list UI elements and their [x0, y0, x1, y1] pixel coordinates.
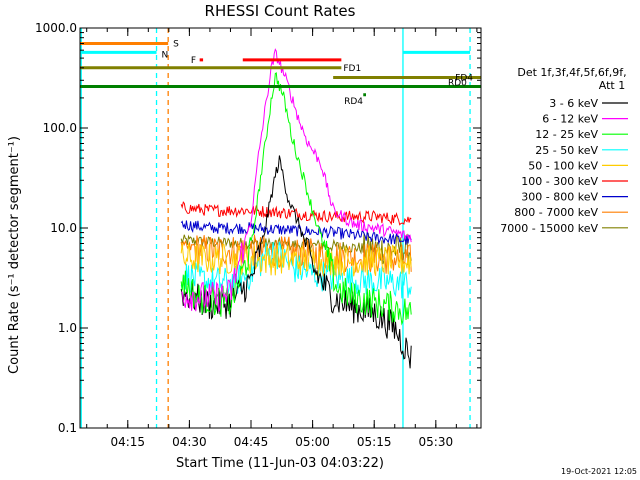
legend-label-5: 100 - 300 keV — [521, 175, 598, 188]
legend-label-3: 25 - 50 keV — [535, 144, 598, 157]
legend-label-1: 6 - 12 keV — [542, 113, 598, 126]
legend: Det 1f,3f,4f,5f,6f,9f,Att 13 - 6 keV 6 - … — [500, 66, 628, 235]
series-line-5 — [180, 201, 412, 226]
flag-label-7: RD0 — [448, 79, 467, 89]
x-tick-label-2: 04:45 — [234, 435, 269, 449]
y-tick-label-2: 10.0 — [50, 221, 77, 235]
x-tick-label-3: 05:00 — [295, 435, 330, 449]
footer-date: 19-Oct-2021 12:05 — [561, 467, 637, 476]
y-tick-label-0: 0.1 — [58, 421, 77, 435]
flag-label-6: FD4 — [455, 73, 473, 83]
legend-label-6: 300 - 800 keV — [521, 191, 598, 204]
x-axis-label: Start Time (11-Jun-03 04:03:22) — [176, 456, 384, 471]
legend-label-0: 3 - 6 keV — [549, 97, 598, 110]
y-axis-label: Count Rate (s⁻¹ detector segment⁻¹) — [7, 136, 22, 374]
legend-header-1: Att 1 — [599, 79, 625, 92]
y-tick-label-3: 100.0 — [43, 121, 77, 135]
chart-title: RHESSI Count Rates — [205, 2, 356, 20]
legend-label-4: 50 - 100 keV — [528, 159, 598, 172]
legend-label-8: 7000 - 15000 keV — [500, 222, 598, 235]
series-line-4 — [180, 243, 412, 277]
series-line-6 — [180, 220, 412, 246]
series-line-0 — [180, 155, 412, 369]
flag-label-1: N — [162, 50, 169, 60]
flag-label-8: RD4 — [344, 97, 363, 107]
x-tick-label-0: 04:15 — [110, 435, 145, 449]
axes-layer: 0.1 1.0 10.0 100.0 1000.0 04:15 04:30 04:45 05:0… — [35, 21, 482, 449]
flag-label-3: F — [191, 56, 196, 66]
flag-label-0: S — [173, 39, 179, 49]
legend-header-0: Det 1f,3f,4f,5f,6f,9f, — [517, 66, 626, 79]
series-line-1 — [181, 48, 412, 312]
y-tick-label-1: 1.0 — [58, 321, 77, 335]
vertical-marker-lines — [80, 28, 471, 428]
series-layer — [180, 48, 412, 369]
x-tick-label-1: 04:30 — [172, 435, 207, 449]
series-line-2 — [180, 72, 412, 326]
flag-label-5: FD1 — [343, 64, 361, 74]
legend-label-7: 800 - 7000 keV — [514, 206, 598, 219]
y-tick-label-4: 1000.0 — [35, 21, 77, 35]
legend-label-2: 12 - 25 keV — [535, 128, 598, 141]
x-tick-label-4: 05:15 — [357, 435, 392, 449]
x-tick-label-5: 05:30 — [419, 435, 454, 449]
